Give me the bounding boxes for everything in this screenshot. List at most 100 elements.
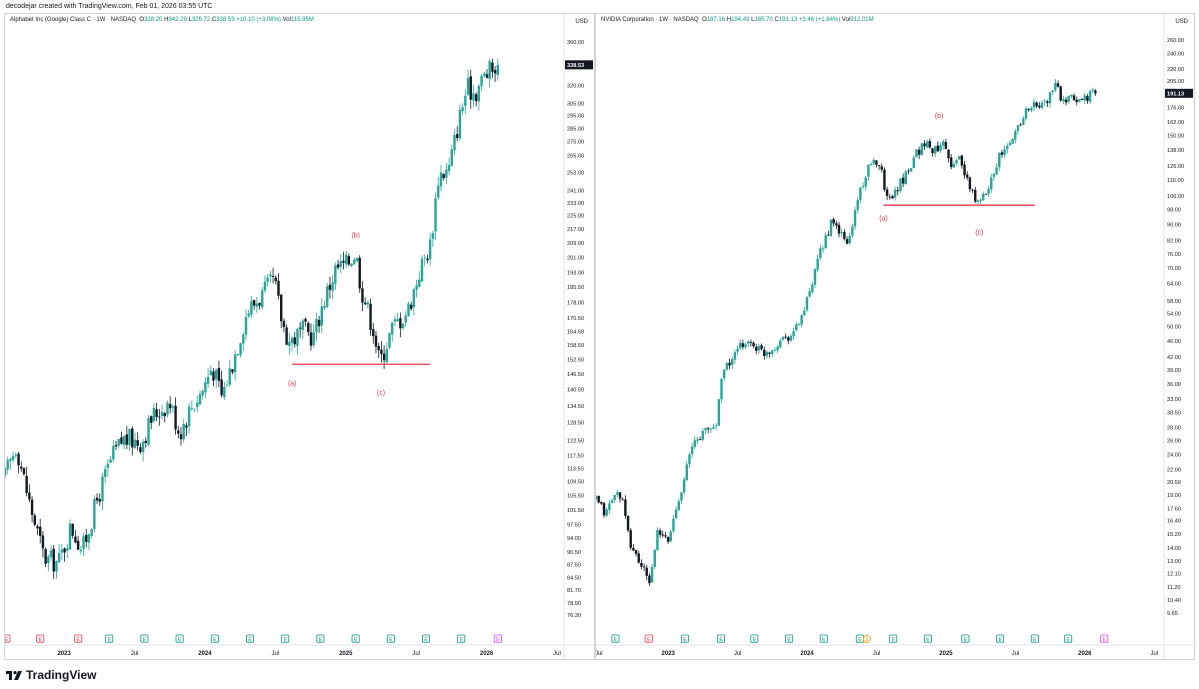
candle-body — [36, 526, 39, 529]
candle-body — [1035, 102, 1038, 107]
price-chart[interactable]: 260.00 240.00 220.00 205.00 191.13 176.00 162.… — [596, 14, 1194, 659]
chart-panel-nvidia[interactable]: NVIDIA Corporation · 1W · NASDAQ O187.16… — [595, 13, 1195, 660]
candle-body — [296, 328, 299, 346]
candle-body — [811, 284, 814, 292]
event-marker-label: E — [460, 637, 464, 643]
y-tick-label: 76.00 — [1167, 252, 1181, 258]
candle-body — [1006, 145, 1009, 150]
candle-body — [106, 463, 110, 468]
candle-body — [450, 149, 453, 166]
wave-label: (b) — [351, 233, 360, 240]
price-chart[interactable]: 360.00 338.53 320.00 305.00 295.00 285.00 275.… — [5, 14, 594, 659]
candle-body — [1024, 108, 1028, 119]
candle-body — [693, 440, 697, 448]
candle-body — [228, 368, 231, 385]
candle-body — [885, 189, 889, 196]
candle-body — [984, 193, 988, 195]
y-tick-label: 158.50 — [567, 343, 584, 349]
wave-label: (c) — [377, 390, 385, 397]
candle-body — [339, 261, 342, 267]
y-tick-label: 240.00 — [1167, 52, 1184, 58]
candle-body — [923, 143, 926, 147]
candle-body — [418, 279, 421, 287]
event-marker-earnings — [281, 634, 290, 643]
candle-body — [765, 351, 769, 356]
candle-body — [11, 456, 15, 460]
candle-body — [979, 199, 982, 201]
x-tick-label: 2024 — [198, 651, 212, 657]
y-tick-label: 220.00 — [1167, 67, 1184, 73]
event-marker-label: E — [1103, 637, 1107, 643]
x-tick-label: Jul — [596, 651, 603, 657]
y-tick-label: 217.00 — [567, 227, 584, 233]
candle-body — [835, 223, 838, 226]
candle-body — [377, 345, 380, 351]
candle-body — [1059, 86, 1062, 101]
candle-body — [483, 73, 486, 76]
y-tick-label: 11.20 — [1167, 585, 1181, 591]
candle-body — [616, 492, 619, 495]
candle-body — [642, 566, 646, 568]
candle-body — [350, 264, 353, 266]
candle-body — [85, 534, 88, 542]
candle-body — [304, 318, 307, 322]
candle-body — [136, 440, 139, 446]
candle-body — [808, 291, 811, 297]
y-tick-label: 20.50 — [1167, 480, 1181, 486]
candle-body — [958, 156, 961, 160]
candle-body — [987, 188, 990, 194]
event-marker-label: E — [926, 637, 930, 643]
y-tick-label: 253.00 — [567, 170, 584, 176]
candle-body — [464, 95, 467, 106]
candle-body — [648, 575, 651, 584]
candle-body — [925, 141, 929, 148]
y-tick-label: 28.00 — [1167, 426, 1181, 432]
candle-body — [47, 556, 50, 564]
candle-body — [608, 503, 611, 510]
event-marker-earnings — [1100, 634, 1109, 643]
candle-body — [1080, 99, 1084, 100]
candle-body — [9, 458, 12, 462]
candle-body — [1032, 101, 1036, 108]
candle-body — [733, 352, 737, 360]
wave-label: (c) — [975, 229, 983, 236]
chart-credit: decodejar created with TradingView.com, … — [6, 3, 213, 10]
chart-panel-alphabet[interactable]: Alphabet Inc (Google) Class C · 1W · NAS… — [4, 13, 595, 660]
y-tick-label: 109.50 — [567, 480, 584, 486]
candle-body — [824, 235, 827, 249]
event-marker-earnings — [785, 634, 794, 643]
candle-body — [480, 75, 483, 87]
candle-body — [1011, 139, 1014, 144]
candle-body — [30, 499, 34, 515]
y-tick-label: 82.00 — [1167, 239, 1181, 245]
event-marker-earnings — [493, 634, 502, 643]
event-marker-label: E — [389, 637, 393, 643]
event-marker-earnings — [422, 634, 431, 643]
candle-body — [44, 549, 47, 564]
ohlc-legend: Alphabet Inc (Google) Class C · 1W · NAS… — [10, 17, 314, 23]
candle-body — [391, 322, 394, 335]
candle-body — [618, 492, 622, 499]
candle-body — [223, 386, 226, 397]
x-tick-label: Jul — [1150, 651, 1158, 657]
candle-body — [931, 148, 934, 154]
candle-body — [52, 548, 55, 572]
candle-body — [899, 178, 902, 192]
candle-body — [763, 349, 766, 356]
x-tick-label: Jul — [131, 651, 139, 657]
x-tick-label: Jul — [873, 651, 881, 657]
candle-body — [431, 233, 435, 239]
candle-body — [950, 157, 953, 168]
candle-body — [423, 257, 426, 259]
candle-body — [190, 408, 194, 409]
candle-body — [832, 219, 835, 224]
y-tick-label: 241.00 — [567, 188, 584, 194]
candle-body — [336, 264, 340, 268]
candle-body — [1016, 124, 1020, 131]
candle-body — [784, 336, 787, 338]
y-tick-label: 26.00 — [1167, 438, 1181, 444]
tradingview-logo[interactable]: TradingView — [6, 668, 96, 682]
candle-body — [904, 171, 907, 185]
candle-body — [474, 94, 478, 102]
event-marker-earnings — [105, 634, 114, 643]
